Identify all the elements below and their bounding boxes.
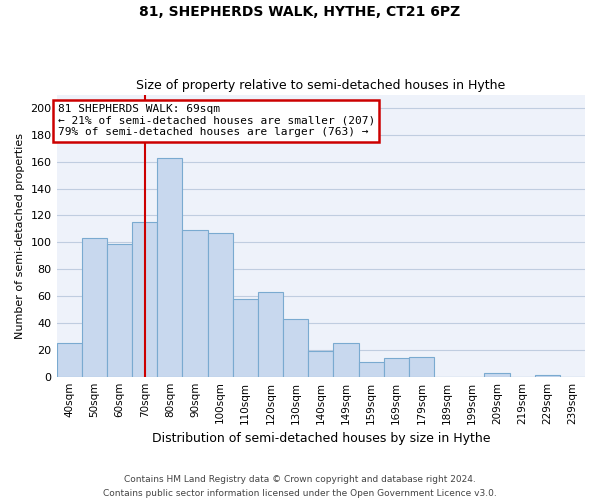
- X-axis label: Distribution of semi-detached houses by size in Hythe: Distribution of semi-detached houses by …: [152, 432, 490, 445]
- Bar: [359, 362, 383, 376]
- Bar: [409, 356, 434, 376]
- Bar: [82, 238, 107, 376]
- Bar: [258, 292, 283, 376]
- Bar: [308, 351, 334, 376]
- Bar: [56, 343, 82, 376]
- Bar: [182, 230, 208, 376]
- Bar: [157, 158, 182, 376]
- Y-axis label: Number of semi-detached properties: Number of semi-detached properties: [15, 132, 25, 338]
- Bar: [334, 343, 359, 376]
- Bar: [107, 244, 132, 376]
- Bar: [383, 358, 409, 376]
- Bar: [132, 222, 157, 376]
- Title: Size of property relative to semi-detached houses in Hythe: Size of property relative to semi-detach…: [136, 79, 505, 92]
- Text: 81 SHEPHERDS WALK: 69sqm
← 21% of semi-detached houses are smaller (207)
79% of : 81 SHEPHERDS WALK: 69sqm ← 21% of semi-d…: [58, 104, 375, 137]
- Text: 81, SHEPHERDS WALK, HYTHE, CT21 6PZ: 81, SHEPHERDS WALK, HYTHE, CT21 6PZ: [139, 5, 461, 19]
- Bar: [233, 299, 258, 376]
- Bar: [484, 372, 509, 376]
- Bar: [208, 233, 233, 376]
- Bar: [283, 319, 308, 376]
- Text: Contains HM Land Registry data © Crown copyright and database right 2024.
Contai: Contains HM Land Registry data © Crown c…: [103, 476, 497, 498]
